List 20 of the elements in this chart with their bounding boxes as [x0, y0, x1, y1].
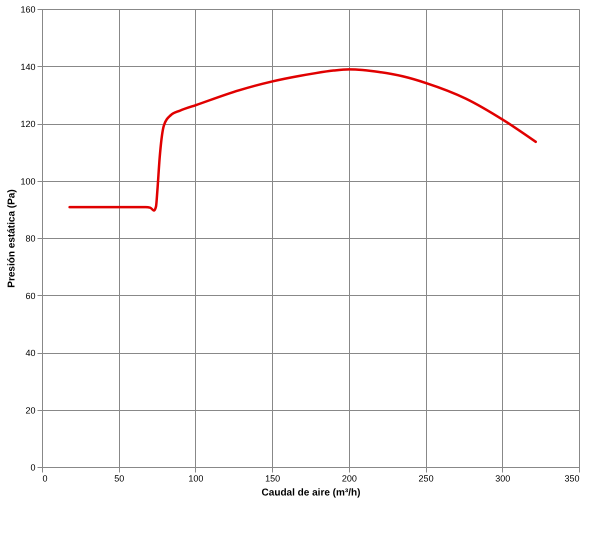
line-series — [68, 68, 537, 212]
x-tick-label: 50 — [114, 474, 124, 484]
y-tick-label: 160 — [20, 4, 36, 14]
x-tick-label: 150 — [265, 474, 280, 484]
x-tick-label: 350 — [564, 474, 580, 484]
y-tick-label: 60 — [25, 290, 36, 301]
x-tick-label: 0 — [42, 474, 48, 484]
x-axis-title: Caudal de aire (m³/h) — [262, 488, 360, 498]
x-tick-label: 200 — [342, 474, 357, 484]
x-tick-label: 300 — [495, 474, 510, 484]
y-axis-title: Presión estática (Pa) — [6, 189, 18, 288]
x-tick-label: 250 — [418, 474, 434, 484]
y-tick-label: 0 — [30, 462, 36, 472]
y-tick-label: 140 — [20, 62, 36, 72]
y-tick-label: 40 — [25, 348, 36, 358]
y-tick-label: 80 — [25, 234, 36, 244]
y-tick-label: 100 — [20, 176, 36, 186]
y-tick-label: 120 — [20, 119, 36, 129]
y-tick-label: 20 — [25, 405, 36, 416]
x-tick-label: 100 — [188, 474, 204, 484]
